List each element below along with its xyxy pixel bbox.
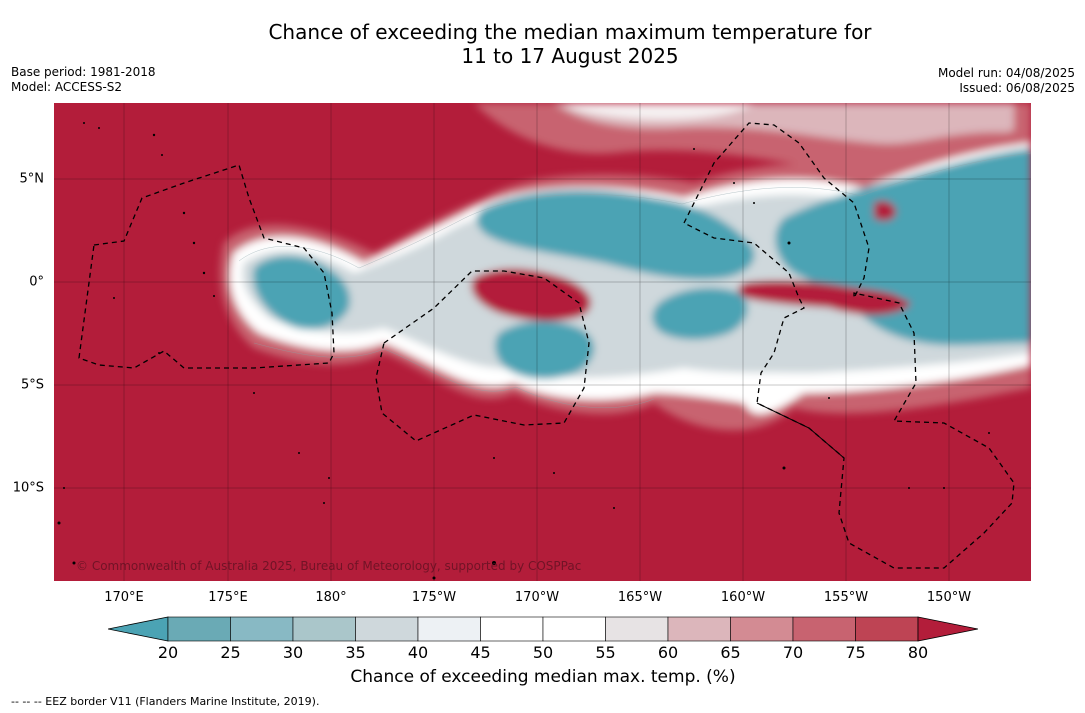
colorbar-tick-label: 20 (157, 643, 179, 662)
colorbar-segment (230, 616, 294, 642)
map-panel (54, 103, 1031, 581)
colorbar-tick-label: 45 (470, 643, 491, 662)
copyright-notice: © Commonwealth of Australia 2025, Bureau… (76, 559, 582, 573)
red-patch-central (471, 268, 592, 321)
colorbar-tick-label: 60 (657, 643, 679, 662)
eez-solid-segment (756, 402, 845, 459)
teal-blob-mid (652, 287, 748, 340)
colorbar-tick-label: 30 (282, 643, 304, 662)
title-line-1: Chance of exceeding the median maximum t… (268, 20, 872, 44)
colorbar-segment (855, 616, 919, 642)
colorbar-segment (667, 616, 731, 642)
lon-label-180: 180° (315, 590, 347, 605)
colorbar-segment (417, 616, 481, 642)
lon-label-175e: 175°E (208, 590, 248, 605)
lat-label-10s: 10°S (12, 480, 44, 496)
colorbar-tick-label: 25 (220, 643, 241, 662)
colorbar-tick-label: 40 (407, 643, 429, 662)
grid-lines (54, 103, 1031, 581)
colorbar-segment (167, 616, 231, 642)
lon-label-150w: 150°W (926, 590, 972, 605)
base-period: Base period: 1981-2018 (11, 65, 156, 79)
meta-left: Base period: 1981-2018 Model: ACCESS-S2 (11, 65, 156, 95)
lat-label-0: 0° (29, 274, 44, 290)
colorbar-tick-label: 80 (907, 643, 929, 662)
colorbar-tick-label: 75 (845, 643, 866, 662)
lon-label-165w: 165°W (617, 590, 663, 605)
contour-lines (238, 152, 1031, 409)
colorbar-low-extension (108, 616, 169, 642)
lon-label-155w: 155°W (823, 590, 869, 605)
anomaly-field (220, 103, 1031, 431)
title-line-2: 11 to 17 August 2025 (461, 44, 679, 68)
colorbar-tick-label: 65 (720, 643, 741, 662)
colorbar-segment (605, 616, 669, 642)
colorbar-high-extension (917, 616, 978, 642)
colorbar-tick-label: 50 (532, 643, 554, 662)
model-name: Model: ACCESS-S2 (11, 80, 123, 94)
teal-blob-south-central (494, 321, 594, 379)
lat-label-5n: 5°N (19, 171, 45, 187)
eez-borders (78, 122, 1015, 569)
colorbar (108, 616, 978, 642)
meta-right: Model run: 04/08/2025 Issued: 06/08/2025 (938, 66, 1075, 96)
lon-label-170e: 170°E (104, 590, 144, 605)
red-spot-east (874, 201, 896, 221)
colorbar-segment (792, 616, 856, 642)
colorbar-label: Chance of exceeding median max. temp. (%… (350, 667, 736, 687)
red-patch-far-east (819, 292, 910, 315)
lon-label-160w: 160°W (720, 590, 766, 605)
colorbar-tick-label: 55 (595, 643, 616, 662)
colorbar-segment (542, 616, 606, 642)
issued-date: Issued: 06/08/2025 (959, 81, 1075, 95)
island-dots (57, 122, 990, 580)
colorbar-segment (730, 616, 794, 642)
white-zone-north (564, 103, 754, 120)
teal-blob-north-central (476, 190, 755, 280)
colorbar-tick-label: 35 (345, 643, 366, 662)
model-run: Model run: 04/08/2025 (937, 66, 1075, 80)
teal-blob-west (253, 256, 350, 330)
colorbar-segment (480, 616, 544, 642)
colorbar-segment (355, 616, 419, 642)
colorbar-tick-label: 70 (782, 643, 804, 662)
colorbar-segment (292, 616, 356, 642)
lat-label-5s: 5°S (20, 377, 44, 393)
chart-title: Chance of exceeding the median maximum t… (0, 20, 1085, 68)
lon-label-175w: 175°W (411, 590, 457, 605)
footer-note: -- -- -- EEZ border V11 (Flanders Marine… (11, 695, 320, 708)
lon-label-170w: 170°W (514, 590, 560, 605)
